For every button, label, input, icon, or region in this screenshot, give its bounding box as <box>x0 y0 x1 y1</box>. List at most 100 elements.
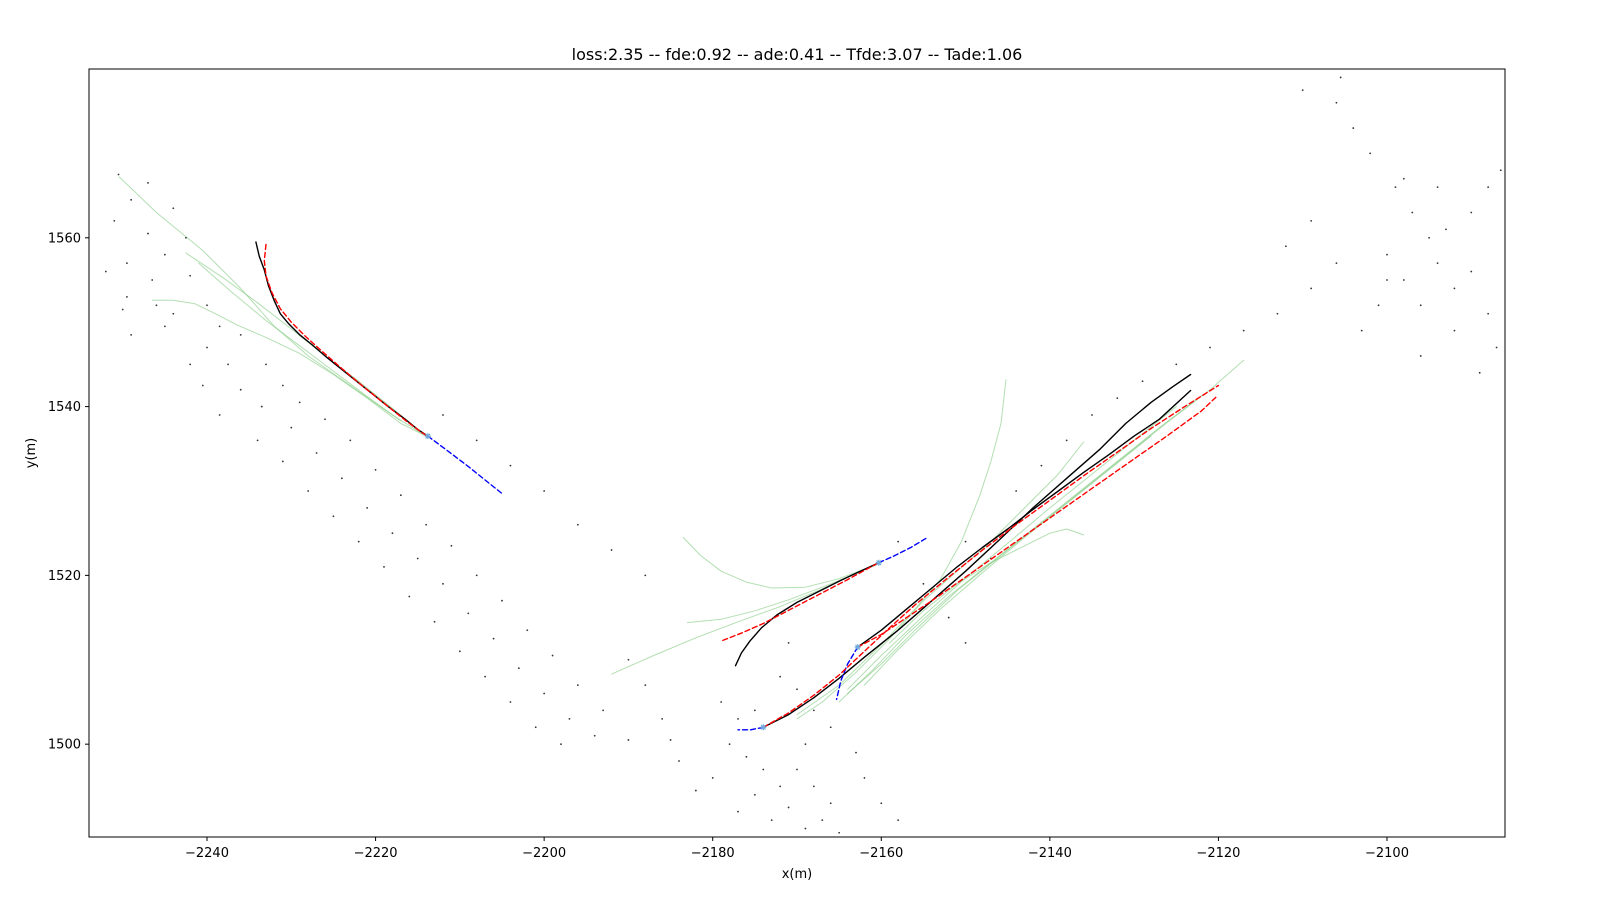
map-point <box>1310 220 1313 222</box>
agent-marker <box>760 724 767 731</box>
map-point <box>450 544 453 547</box>
map-point <box>821 819 824 822</box>
map-point <box>627 658 630 661</box>
x-tick-label: −2180 <box>691 846 735 861</box>
map-point <box>442 414 444 416</box>
map-point <box>442 582 444 585</box>
x-tick-label: −2240 <box>185 846 229 861</box>
map-point <box>964 540 967 543</box>
agent-markers <box>424 433 882 731</box>
map-point <box>1487 186 1490 189</box>
map-point <box>281 384 284 387</box>
map-point <box>1470 270 1473 273</box>
map-points <box>104 76 1502 834</box>
map-point <box>1402 279 1405 281</box>
map-point <box>1453 287 1456 290</box>
map-point <box>526 629 529 632</box>
lane-line <box>151 299 427 437</box>
prediction-line <box>857 395 1218 648</box>
map-point <box>484 675 487 678</box>
map-point <box>1015 490 1018 492</box>
map-point <box>812 709 815 712</box>
map-point <box>425 523 428 526</box>
map-point <box>1284 245 1287 248</box>
map-point <box>829 726 832 729</box>
map-point <box>104 270 107 273</box>
map-point <box>1209 346 1211 349</box>
map-point <box>1339 76 1342 79</box>
map-point <box>189 363 192 366</box>
map-point <box>1276 312 1279 315</box>
x-tick-label: −2160 <box>859 846 903 861</box>
ground-truth-line <box>762 373 1192 728</box>
map-point <box>298 401 301 404</box>
map-point <box>593 734 596 737</box>
map-point <box>947 616 950 619</box>
y-axis: 1500 1520 1540 1560 <box>48 231 89 753</box>
map-point <box>399 494 402 497</box>
map-point <box>602 709 605 712</box>
map-point <box>1335 262 1338 265</box>
map-point <box>509 701 512 703</box>
map-point <box>501 599 503 602</box>
map-point <box>475 574 478 577</box>
map-point <box>812 785 815 788</box>
map-point <box>126 295 128 298</box>
map-point <box>787 806 790 809</box>
map-point <box>357 540 360 543</box>
map-point <box>863 777 866 779</box>
x-tick-label: −2120 <box>1196 846 1240 861</box>
map-point <box>1495 346 1498 349</box>
map-point <box>560 743 562 746</box>
map-point <box>796 768 798 771</box>
map-point <box>189 274 192 277</box>
map-point <box>391 532 394 535</box>
map-point <box>1175 363 1178 366</box>
map-point <box>433 620 436 623</box>
x-tick-label: −2200 <box>522 846 566 861</box>
map-point <box>753 709 756 712</box>
map-point <box>151 279 154 281</box>
map-point <box>576 684 579 686</box>
map-point <box>551 654 554 657</box>
lane-centerlines <box>118 176 1245 720</box>
map-point <box>1141 380 1144 383</box>
map-point <box>644 684 647 686</box>
map-point <box>543 692 546 695</box>
ground-truth-line <box>857 389 1192 648</box>
map-point <box>416 557 419 560</box>
map-point <box>239 333 242 336</box>
map-point <box>218 414 221 416</box>
lane-line <box>863 435 1152 686</box>
map-point <box>374 468 377 471</box>
map-point <box>745 755 748 758</box>
map-point <box>1040 464 1043 467</box>
map-point <box>711 777 714 779</box>
map-point <box>315 452 318 454</box>
map-point <box>534 726 537 729</box>
map-point <box>737 810 739 813</box>
map-point <box>804 743 807 746</box>
map-point <box>492 637 495 640</box>
map-point <box>290 426 293 429</box>
map-point <box>260 405 263 408</box>
map-point <box>332 515 335 518</box>
map-point <box>1369 152 1372 155</box>
map-point <box>1091 414 1093 416</box>
x-axis: −2240 −2220 −2200 −2180 −2160 −2140 −2120 −2100 <box>185 837 1409 861</box>
map-point <box>1428 236 1431 239</box>
map-point <box>458 650 461 653</box>
x-tick-label: −2220 <box>354 846 398 861</box>
map-point <box>1436 262 1439 265</box>
lane-line <box>847 406 1177 690</box>
map-point <box>218 325 221 328</box>
map-point <box>779 675 782 678</box>
map-point <box>256 439 259 442</box>
map-point <box>796 688 798 691</box>
map-point <box>669 739 672 741</box>
map-point <box>964 641 967 644</box>
map-point <box>1470 211 1473 214</box>
map-point <box>1402 177 1405 180</box>
map-point <box>1360 329 1363 332</box>
